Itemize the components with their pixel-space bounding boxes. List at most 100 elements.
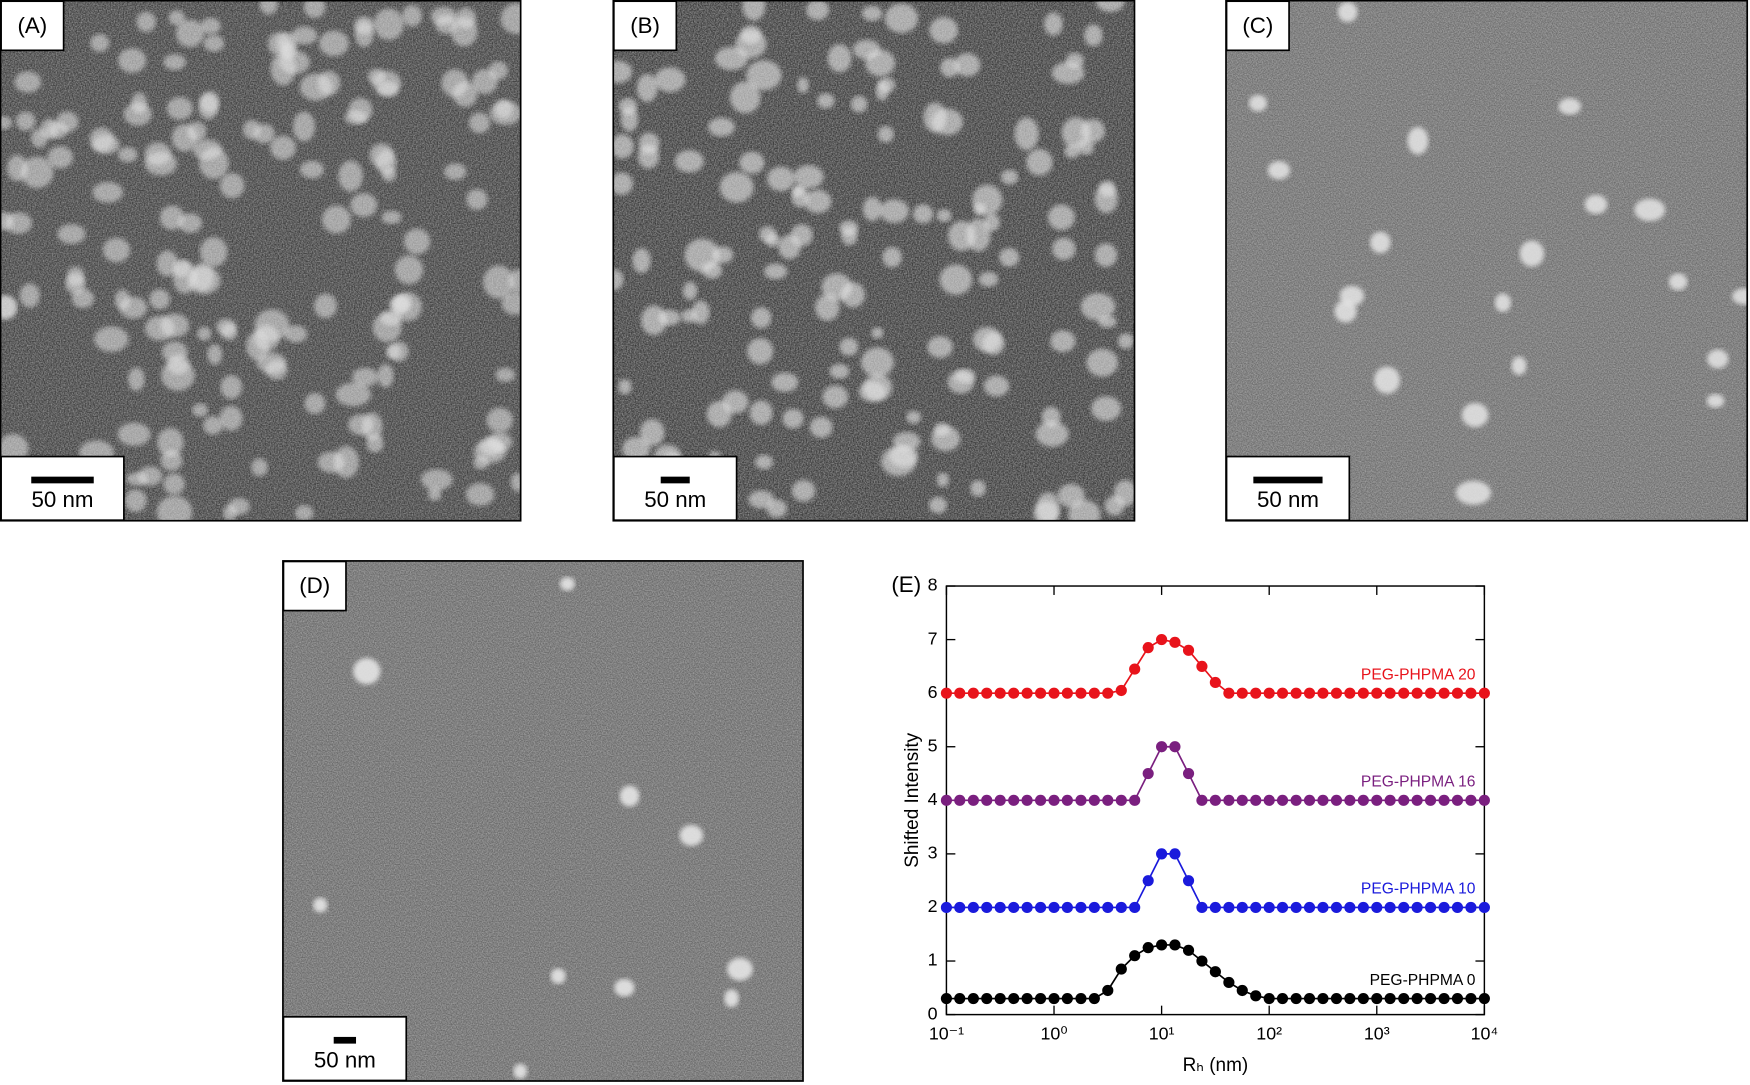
particle <box>940 57 960 78</box>
y-tick-label: 8 <box>928 575 938 595</box>
particle <box>719 172 754 203</box>
particle <box>1267 161 1291 180</box>
particle <box>877 125 894 143</box>
particle <box>126 472 148 486</box>
particle <box>1634 198 1666 222</box>
data-point <box>1223 976 1235 989</box>
particle <box>168 10 185 26</box>
data-point <box>1344 901 1356 914</box>
particle <box>765 233 780 248</box>
data-point <box>1196 660 1208 672</box>
particle <box>1096 0 1125 13</box>
panel-label: (C) <box>1242 13 1273 38</box>
particle <box>251 458 268 477</box>
particle <box>381 210 402 225</box>
data-point <box>1048 992 1060 1005</box>
data-point <box>1236 794 1248 806</box>
x-tick-label: 10⁻¹ <box>929 1023 964 1043</box>
particle <box>1519 240 1545 267</box>
particle <box>1731 288 1748 305</box>
particle <box>1057 483 1085 508</box>
particle <box>618 379 632 395</box>
data-point <box>1478 794 1490 806</box>
particle <box>175 19 205 48</box>
data-point <box>1115 963 1127 975</box>
data-point <box>1129 663 1141 675</box>
particle <box>550 968 566 984</box>
particle <box>435 14 458 34</box>
data-point <box>1048 901 1060 914</box>
particle <box>740 25 762 44</box>
data-point <box>1021 794 1033 806</box>
particle <box>639 419 665 446</box>
particle <box>861 347 894 378</box>
data-point <box>1330 687 1343 699</box>
particle <box>466 188 488 210</box>
data-point <box>1088 687 1100 699</box>
data-point <box>1075 901 1087 914</box>
data-point <box>981 687 993 699</box>
particle <box>47 146 73 169</box>
data-point <box>1438 687 1450 699</box>
particle <box>954 53 981 77</box>
panel-label: (A) <box>17 13 47 38</box>
particle <box>1035 421 1069 447</box>
data-point <box>1209 966 1221 978</box>
scale-box <box>613 455 738 522</box>
particle <box>200 91 220 113</box>
particle <box>501 291 522 315</box>
panel-label: (E) <box>891 572 921 597</box>
particle <box>157 427 184 457</box>
data-point <box>1465 794 1477 806</box>
data-point <box>940 687 953 699</box>
particle <box>791 185 809 208</box>
data-point <box>1276 687 1289 699</box>
particle <box>495 367 516 383</box>
scale-bar <box>31 476 94 484</box>
particle <box>479 436 504 456</box>
data-point <box>1209 794 1221 806</box>
particle <box>136 11 157 33</box>
data-point <box>1169 741 1181 753</box>
data-point <box>981 901 993 914</box>
particle <box>468 112 491 134</box>
particle <box>622 436 651 462</box>
series-label: PEG-PHPMA 20 <box>1361 666 1476 683</box>
micrograph: (D) 50 nm <box>282 560 804 1082</box>
image-border <box>612 0 1136 522</box>
particle <box>982 332 1005 356</box>
image-noise <box>0 0 522 522</box>
data-point <box>1371 992 1383 1005</box>
data-point <box>1330 901 1343 914</box>
particle <box>66 266 85 287</box>
particle <box>348 414 374 436</box>
particle <box>1668 273 1688 291</box>
data-point <box>1169 636 1181 648</box>
particle <box>748 490 775 509</box>
data-point <box>1142 875 1154 887</box>
image-content <box>282 560 804 1082</box>
data-point <box>1129 950 1141 962</box>
particle <box>839 337 859 356</box>
data-point <box>1102 984 1114 997</box>
y-tick-label: 3 <box>928 843 938 863</box>
particle <box>1041 406 1061 427</box>
particle <box>1374 366 1401 394</box>
particle <box>1707 349 1729 369</box>
particle <box>15 111 36 131</box>
particle <box>1511 356 1527 376</box>
particle <box>117 422 151 446</box>
data-point <box>1021 687 1033 699</box>
particle <box>1117 333 1135 349</box>
data-point <box>1102 794 1114 806</box>
particle <box>127 367 145 391</box>
particle <box>489 101 522 125</box>
particle <box>791 479 816 502</box>
particle <box>822 385 849 409</box>
particle <box>156 495 193 522</box>
particle <box>973 202 986 216</box>
particle <box>682 281 698 300</box>
particle <box>1370 231 1391 254</box>
data-point <box>1276 794 1289 806</box>
data-point <box>1008 901 1020 914</box>
